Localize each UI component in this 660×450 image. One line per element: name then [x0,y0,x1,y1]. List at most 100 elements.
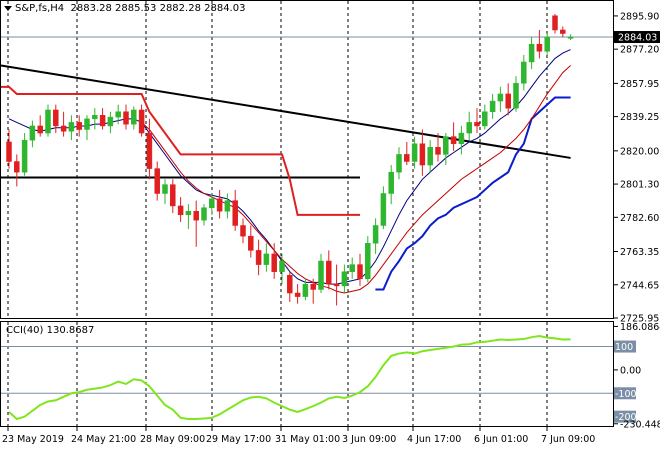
bearish-candle [536,29,543,59]
bullish-candle [302,278,309,301]
bearish-candle [310,278,316,304]
bullish-candle [209,193,215,215]
cci-tick-label: 0.00 [620,365,641,376]
candle-body [419,143,426,166]
candle-body [302,283,309,297]
trendline-layer [0,64,571,179]
candle-body [443,136,449,155]
bullish-candle [68,115,75,141]
bullish-candle [341,264,348,294]
candle-body [224,200,231,212]
candle-body [162,184,168,194]
bullish-candle [544,33,550,55]
time-axis: 23 May 2019 24 May 21:00 28 May 09:00 29 Ma… [2,426,595,445]
candle-body [450,136,457,144]
bullish-candle [279,253,285,285]
candle-body [474,122,480,127]
main-chart-frame [0,0,614,319]
candle-body [435,147,441,155]
candle-body [123,111,129,125]
descending-trendline [0,64,571,159]
bearish-candle [333,264,340,306]
candle-body [131,109,137,125]
bearish-candle [357,253,363,286]
bullish-candle [443,133,449,166]
cci-tick-label: -100 [615,389,637,400]
cci-grid [1,322,613,426]
bullish-candle [396,147,402,180]
support-step-line [375,96,571,291]
cci-layer [8,335,571,421]
candle-body [37,125,43,134]
candle-body [357,264,363,280]
fast-moving-average [8,49,571,285]
candle-body [341,271,348,287]
x-tick-label: 6 Jun 01:00 [474,434,528,445]
current-price-marker: 2884.03 [614,31,660,44]
bullish-candle [21,133,28,176]
x-tick-label: 4 Jun 17:00 [407,434,461,445]
current-price-box [614,31,660,44]
candle-body [396,154,402,173]
bearish-candle [146,118,153,180]
candle-body [115,111,121,118]
candle-body [68,122,75,132]
x-tick-label: 23 May 2019 [2,434,64,445]
bearish-candle [37,115,43,137]
candle-body [552,15,558,31]
bearish-candle [326,250,332,290]
candle-body [310,283,316,290]
bearish-candle [294,284,301,304]
bullish-candle [489,93,496,119]
candle-body [404,154,410,162]
bearish-candle [53,104,59,134]
cci-level-box [614,387,636,400]
candle-body [279,260,285,272]
candle-body [193,211,199,221]
cci-subwindow-frame [0,321,614,427]
ohlc-values: 2883.28 2885.53 2882.28 2884.03 [70,3,246,14]
cci-label: CCI(40) 130.8687 [6,325,95,336]
bullish-candle [131,106,137,130]
x-tick-label: 28 May 09:00 [140,434,205,445]
candle-body [372,225,379,244]
bearish-candle [255,239,262,276]
bearish-candle [177,197,184,222]
candle-body [263,253,270,265]
candle-body [14,161,20,173]
bearish-candle [419,129,426,176]
candle-body [528,43,535,63]
candle-body [177,205,184,216]
candle-body [185,211,192,216]
candle-body [427,147,433,166]
candle-body [294,292,301,297]
y-tick-label: 2744.65 [620,280,659,291]
bullish-candle [372,218,379,254]
cci-tick-label: -200 [615,412,637,423]
bullish-candle [224,193,231,219]
y-tick-label: 2895.90 [620,11,659,22]
bullish-candle [482,104,488,130]
bearish-candle [248,225,254,258]
bullish-candle [263,243,270,272]
bullish-candle [115,104,121,125]
bearish-candle [474,108,480,134]
candle-body [513,83,519,109]
y-tick-label: 2857.95 [620,79,659,90]
bearish-candle [170,179,176,214]
candle-body [567,36,574,39]
candle-body [45,109,51,134]
y-tick-label: 2820.00 [620,146,659,157]
candle-body [536,43,543,52]
triangle-down-icon[interactable] [4,5,12,11]
candle-body [560,29,566,34]
x-tick-label: 3 Jun 09:00 [342,434,396,445]
y-tick-label: 2782.60 [620,213,659,224]
candle-body [287,275,293,294]
cci-axis: 186.0864 100 0.00 -100 -200-230.4486 [613,322,660,430]
candle-body [76,122,82,130]
y-tick-label: 2801.30 [620,180,659,191]
bearish-candle [505,83,511,116]
